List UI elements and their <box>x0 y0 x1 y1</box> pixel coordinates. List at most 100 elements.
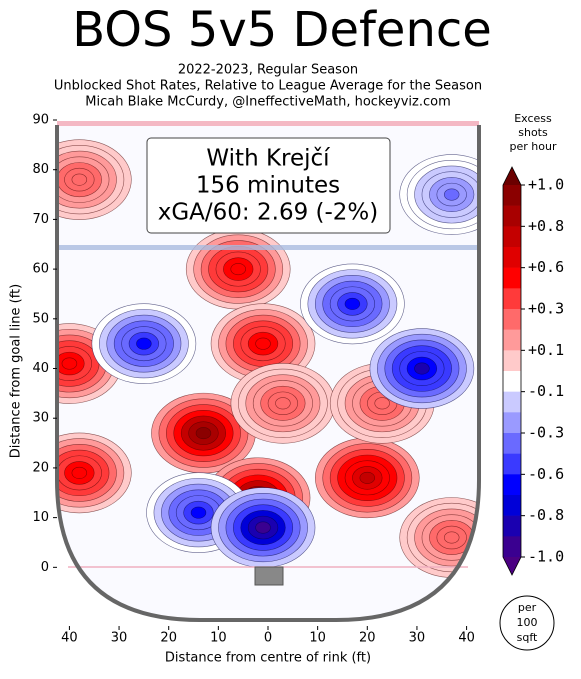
colorbar-tick-label: +1.0 <box>528 176 564 194</box>
rink-boards <box>55 125 481 622</box>
contour-level <box>71 466 88 479</box>
y-tick-label: 60 <box>32 262 49 277</box>
contour-hotspot <box>57 432 132 514</box>
contour-level <box>374 397 390 410</box>
x-tick-label: 0 <box>264 631 272 646</box>
colorbar-band <box>503 371 521 392</box>
colorbar-tick-label: +0.8 <box>528 217 564 235</box>
contour-hotspot <box>185 228 291 310</box>
colorbar-tick-label: -0.8 <box>528 506 564 524</box>
contour-hotspot <box>399 497 479 578</box>
colorbar-band <box>503 453 521 475</box>
unit-note: 100 <box>517 616 538 629</box>
blue-line <box>57 245 479 250</box>
x-tick-label: 20 <box>359 631 376 646</box>
y-tick-label: 20 <box>32 460 49 475</box>
subtitle: Micah Blake McCurdy, @IneffectiveMath, h… <box>85 95 451 110</box>
contour-level <box>443 188 460 201</box>
y-tick-label: 0 <box>41 560 49 575</box>
colorbar-tick-label: -0.3 <box>528 424 564 442</box>
colorbar-band <box>503 205 521 227</box>
goal-net <box>254 566 284 586</box>
contour-level <box>61 357 78 370</box>
colorbar-arrow <box>503 557 521 575</box>
contour-level <box>71 173 88 186</box>
contour-level <box>344 297 361 310</box>
colorbar-band <box>503 536 521 558</box>
colorbar-band <box>503 412 521 434</box>
colorbar-title: Excess <box>514 112 552 125</box>
subtitle: Unblocked Shot Rates, Relative to League… <box>54 79 482 94</box>
x-axis-label: Distance from centre of rink (ft) <box>165 651 371 666</box>
chart-title: BOS 5v5 Defence <box>72 2 492 58</box>
colorbar-arrow <box>503 167 521 185</box>
x-tick-label: 40 <box>61 631 78 646</box>
x-tick-label: 10 <box>309 631 326 646</box>
y-tick-label: 70 <box>32 212 49 227</box>
heatmap <box>57 139 479 578</box>
colorbar-band <box>503 267 521 289</box>
colorbar-band <box>503 515 521 537</box>
x-tick-label: 30 <box>409 631 426 646</box>
contour-hotspot <box>210 303 316 384</box>
unit-note: sqft <box>517 631 538 644</box>
contour-level <box>275 397 291 410</box>
colorbar-band <box>503 309 521 330</box>
contour-level <box>443 531 460 544</box>
contour-hotspot <box>210 487 316 568</box>
contour-hotspot <box>151 392 256 474</box>
contour-level <box>255 337 271 350</box>
colorbar-tick-label: +0.6 <box>528 258 564 276</box>
colorbar-title: per hour <box>510 140 557 153</box>
red-line <box>57 121 479 126</box>
annotation: xGA/60: 2.69 (-2%) <box>158 200 379 226</box>
y-axis-label: Distance from goal line (ft) <box>9 284 24 458</box>
unit-note: per <box>518 601 537 614</box>
colorbar-title: shots <box>518 126 548 139</box>
colorbar-band <box>503 329 521 351</box>
contour-level <box>359 471 376 484</box>
x-tick-label: 30 <box>111 631 128 646</box>
contour-hotspot <box>300 263 405 345</box>
contour-level <box>190 506 207 519</box>
y-tick-label: 90 <box>32 113 49 128</box>
annotation: With Krejčí <box>206 146 330 172</box>
colorbar-tick-label: -0.1 <box>528 382 564 400</box>
y-tick-label: 10 <box>32 510 49 525</box>
unit-badge <box>499 595 555 651</box>
contour-hotspot <box>399 154 479 235</box>
colorbar-band <box>503 495 521 516</box>
contour-hotspot <box>91 303 197 384</box>
colorbar-band <box>503 247 521 268</box>
x-tick-label: 20 <box>160 631 177 646</box>
contour-level <box>195 427 212 440</box>
annotation: 156 minutes <box>196 173 340 199</box>
y-tick-label: 50 <box>32 311 49 326</box>
contour-level <box>255 521 271 534</box>
colorbar-band <box>503 433 521 454</box>
y-tick-label: 40 <box>32 361 49 376</box>
x-tick-label: 40 <box>458 631 475 646</box>
y-tick-label: 80 <box>32 162 49 177</box>
annotation-box <box>146 137 391 234</box>
subtitle: 2022-2023, Regular Season <box>178 63 358 78</box>
y-tick-label: 30 <box>32 411 49 426</box>
contour-hotspot <box>57 139 132 220</box>
colorbar-band <box>503 391 521 413</box>
contour-level <box>414 362 430 375</box>
contour-level <box>136 337 152 350</box>
contour-hotspot <box>314 437 420 519</box>
colorbar-band <box>503 474 521 496</box>
colorbar-band <box>503 350 521 372</box>
colorbar-tick-label: +0.1 <box>528 341 564 359</box>
contour-hotspot <box>369 328 475 409</box>
colorbar-band <box>503 288 521 310</box>
colorbar-band <box>503 226 521 248</box>
contour-hotspot <box>230 363 336 444</box>
colorbar-tick-label: +0.3 <box>528 300 564 318</box>
colorbar-tick-label: -0.6 <box>528 465 564 483</box>
colorbar-band <box>503 185 521 206</box>
colorbar-tick-label: -1.0 <box>528 548 564 566</box>
x-tick-label: 10 <box>210 631 227 646</box>
